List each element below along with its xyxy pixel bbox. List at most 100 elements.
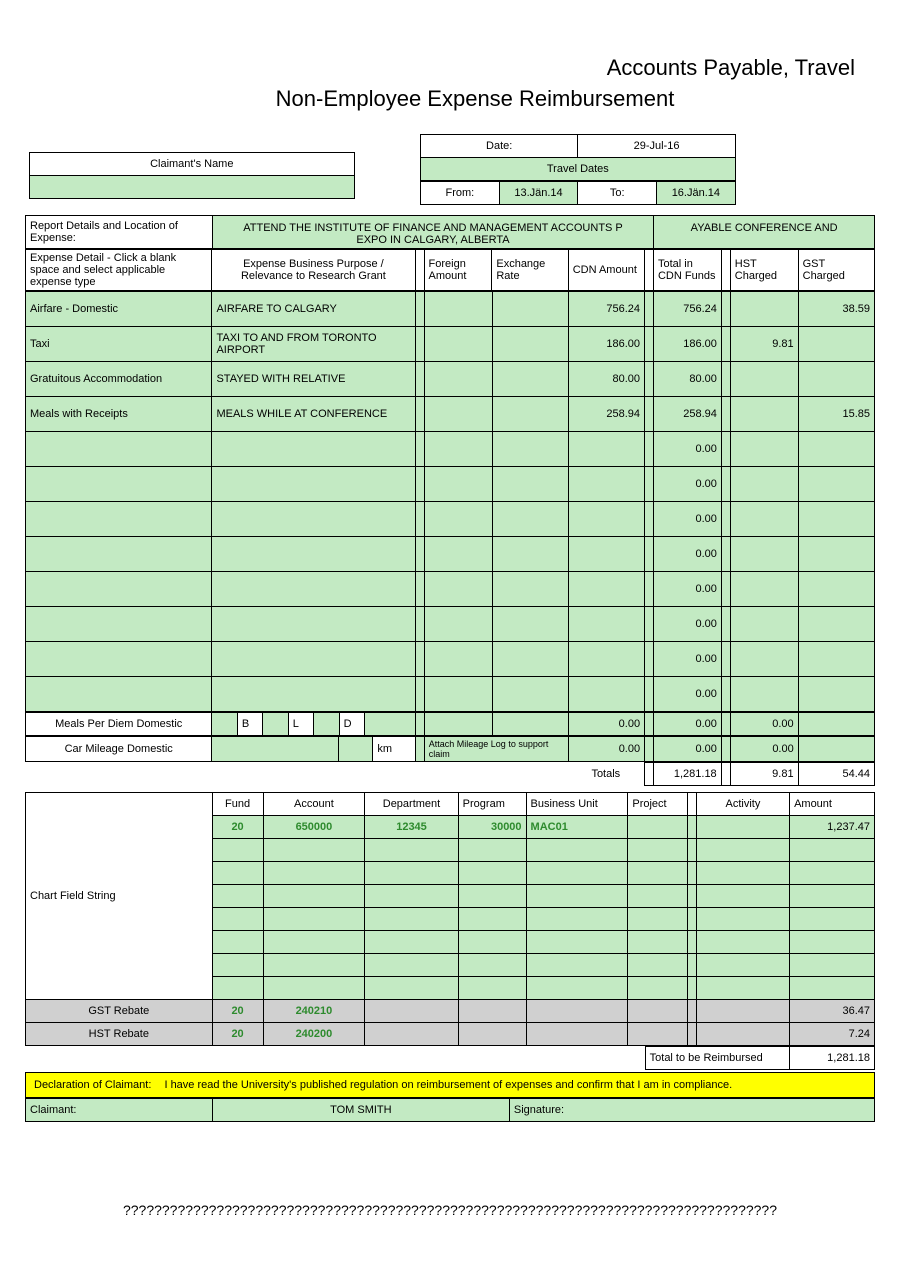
- cf-account[interactable]: 650000: [263, 816, 365, 839]
- hst-rebate-label: HST Rebate: [26, 1023, 213, 1046]
- expense-type[interactable]: [26, 572, 212, 607]
- cdn-amount[interactable]: [568, 677, 644, 712]
- report-details-2[interactable]: AYABLE CONFERENCE AND: [654, 216, 875, 249]
- gst-charged[interactable]: [798, 537, 874, 572]
- gst-charged[interactable]: [798, 607, 874, 642]
- cdn-amount[interactable]: 186.00: [568, 327, 644, 362]
- meals-pd-label: Meals Per Diem Domestic: [26, 713, 212, 736]
- expense-type[interactable]: [26, 677, 212, 712]
- hst-charged[interactable]: 9.81: [730, 327, 798, 362]
- hst-charged[interactable]: [730, 292, 798, 327]
- totals-label: Totals: [568, 763, 644, 786]
- hdr-foreign: Foreign Amount: [424, 250, 492, 291]
- expense-purpose[interactable]: AIRFARE TO CALGARY: [212, 292, 415, 327]
- hst-charged[interactable]: [730, 467, 798, 502]
- expense-purpose[interactable]: [212, 502, 415, 537]
- car-mileage-label: Car Mileage Domestic: [26, 737, 212, 762]
- footer-text: ????????????????????????????????????????…: [25, 1202, 875, 1218]
- hst-charged[interactable]: [730, 502, 798, 537]
- expense-type[interactable]: [26, 607, 212, 642]
- cdn-amount[interactable]: [568, 607, 644, 642]
- total-cdn: 0.00: [654, 677, 722, 712]
- total-cdn: 0.00: [654, 502, 722, 537]
- signature-label[interactable]: Signature:: [509, 1099, 874, 1122]
- hdr-expense-detail: Expense Detail - Click a blank space and…: [26, 250, 212, 291]
- declaration-text: I have read the University's published r…: [164, 1079, 732, 1091]
- expense-purpose[interactable]: [212, 572, 415, 607]
- cf-prog[interactable]: 30000: [458, 816, 526, 839]
- expense-type[interactable]: [26, 642, 212, 677]
- hdr-purpose: Expense Business Purpose / Relevance to …: [212, 250, 415, 291]
- expense-type[interactable]: Taxi: [26, 327, 212, 362]
- report-details-1[interactable]: ATTEND THE INSTITUTE OF FINANCE AND MANA…: [212, 216, 653, 249]
- hst-charged[interactable]: [730, 397, 798, 432]
- date-value: 29-Jul-16: [578, 135, 735, 158]
- gst-charged[interactable]: 15.85: [798, 397, 874, 432]
- cdn-amount[interactable]: [568, 467, 644, 502]
- hdr-totalcdn: Total in CDN Funds: [653, 250, 721, 291]
- cdn-amount[interactable]: [568, 537, 644, 572]
- expense-purpose[interactable]: [212, 467, 415, 502]
- claimant-label: Claimant:: [26, 1099, 213, 1122]
- expense-type[interactable]: Gratuitous Accommodation: [26, 362, 212, 397]
- expense-purpose[interactable]: [212, 432, 415, 467]
- hst-charged[interactable]: [730, 572, 798, 607]
- cdn-amount[interactable]: 756.24: [568, 292, 644, 327]
- declaration-label: Declaration of Claimant:: [34, 1079, 151, 1091]
- totals-hst: 9.81: [730, 763, 798, 786]
- gst-charged[interactable]: [798, 502, 874, 537]
- expense-type[interactable]: [26, 432, 212, 467]
- cf-dept[interactable]: 12345: [365, 816, 458, 839]
- total-cdn: 0.00: [654, 467, 722, 502]
- cf-fund[interactable]: 20: [212, 816, 263, 839]
- from-value[interactable]: 13.Jän.14: [499, 182, 578, 205]
- expense-purpose[interactable]: STAYED WITH RELATIVE: [212, 362, 415, 397]
- claimant-name-field[interactable]: [30, 176, 355, 199]
- hst-charged[interactable]: [730, 677, 798, 712]
- total-cdn: 0.00: [654, 607, 722, 642]
- expense-purpose[interactable]: [212, 607, 415, 642]
- expense-purpose[interactable]: [212, 642, 415, 677]
- gst-charged[interactable]: [798, 677, 874, 712]
- cdn-amount[interactable]: [568, 432, 644, 467]
- gst-charged[interactable]: [798, 432, 874, 467]
- cdn-amount[interactable]: 258.94: [568, 397, 644, 432]
- cdn-amount[interactable]: 80.00: [568, 362, 644, 397]
- gst-charged[interactable]: [798, 642, 874, 677]
- claimant-value[interactable]: TOM SMITH: [212, 1099, 509, 1122]
- hst-charged[interactable]: [730, 537, 798, 572]
- expense-type[interactable]: Airfare - Domestic: [26, 292, 212, 327]
- expense-type[interactable]: [26, 467, 212, 502]
- hdr-hst: HST Charged: [730, 250, 798, 291]
- title-2: Non-Employee Expense Reimbursement: [75, 86, 875, 112]
- gst-rebate-label: GST Rebate: [26, 1000, 213, 1023]
- total-cdn: 258.94: [654, 397, 722, 432]
- to-value[interactable]: 16.Jän.14: [657, 182, 736, 205]
- expense-type[interactable]: [26, 537, 212, 572]
- cf-bu[interactable]: MAC01: [526, 816, 628, 839]
- hst-charged[interactable]: [730, 362, 798, 397]
- total-cdn: 80.00: [654, 362, 722, 397]
- hst-charged[interactable]: [730, 432, 798, 467]
- cdn-amount[interactable]: [568, 642, 644, 677]
- gst-charged[interactable]: 38.59: [798, 292, 874, 327]
- hdr-exrate: Exchange Rate: [492, 250, 568, 291]
- cdn-amount[interactable]: [568, 502, 644, 537]
- expense-purpose[interactable]: TAXI TO AND FROM TORONTO AIRPORT: [212, 327, 415, 362]
- gst-charged[interactable]: [798, 362, 874, 397]
- gst-charged[interactable]: [798, 327, 874, 362]
- hst-charged[interactable]: [730, 607, 798, 642]
- cdn-amount[interactable]: [568, 572, 644, 607]
- expense-type[interactable]: Meals with Receipts: [26, 397, 212, 432]
- expense-purpose[interactable]: MEALS WHILE AT CONFERENCE: [212, 397, 415, 432]
- expense-purpose[interactable]: [212, 677, 415, 712]
- expense-purpose[interactable]: [212, 537, 415, 572]
- total-cdn: 0.00: [654, 537, 722, 572]
- hst-charged[interactable]: [730, 642, 798, 677]
- gst-charged[interactable]: [798, 467, 874, 502]
- expense-table: Airfare - DomesticAIRFARE TO CALGARY 756.…: [25, 291, 875, 712]
- mileage-note: Attach Mileage Log to support claim: [424, 737, 568, 762]
- gst-charged[interactable]: [798, 572, 874, 607]
- totals-gst: 54.44: [798, 763, 874, 786]
- expense-type[interactable]: [26, 502, 212, 537]
